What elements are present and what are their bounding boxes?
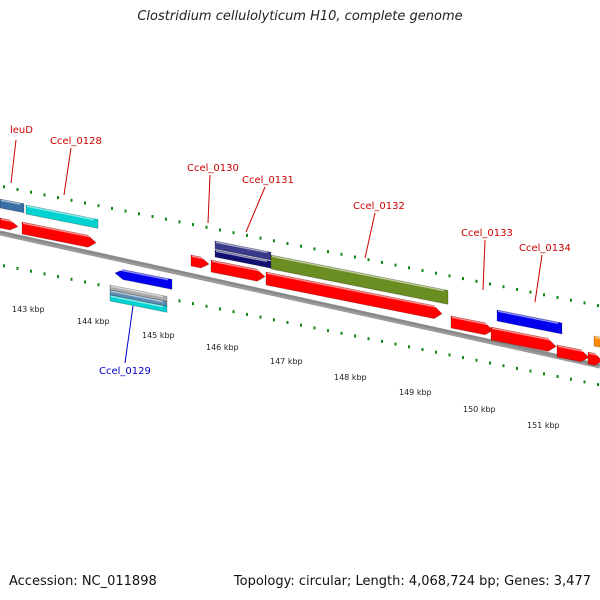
scale-label: 150 kbp <box>463 405 496 414</box>
genome-backbone <box>0 230 600 369</box>
scale-label: 151 kbp <box>527 421 560 430</box>
gene-label: Ccel_0128 <box>50 136 102 147</box>
feature-highlight <box>589 352 598 356</box>
gene-leader-line <box>245 186 266 233</box>
feature-highlight <box>212 260 261 272</box>
accession-text: Accession: NC_011898 <box>9 574 157 589</box>
feature-highlight <box>192 255 205 260</box>
feature-highlight <box>558 345 585 353</box>
cds-feature <box>114 268 173 290</box>
cog-feature <box>0 198 25 214</box>
gene-label: Ccel_0133 <box>461 228 513 239</box>
gene-leader-line <box>364 212 376 259</box>
feature-shape <box>0 217 19 231</box>
feature-highlight <box>492 327 552 341</box>
cds-feature <box>210 259 266 282</box>
gene-leader-line <box>534 254 543 303</box>
cds-feature <box>0 217 19 231</box>
gene-leader-line <box>63 147 72 196</box>
scale-label: 143 kbp <box>12 305 45 314</box>
topology-text: Topology: circular; Length: 4,068,724 bp… <box>233 574 591 589</box>
feature-highlight <box>111 285 163 298</box>
gene-label: Ccel_0130 <box>187 163 239 174</box>
feature-shape <box>490 326 557 352</box>
map-title: Clostridium cellulolyticum H10, complete… <box>137 9 463 24</box>
feature-shape <box>556 344 590 363</box>
scale-label: 146 kbp <box>206 343 239 352</box>
feature-highlight <box>595 336 600 339</box>
cds-feature <box>265 271 443 320</box>
gene-label: Ccel_0134 <box>519 243 571 254</box>
scale-label: 148 kbp <box>334 373 367 382</box>
scale-labels: 143 kbp 144 kbp 145 kbp 146 kbp 147 kbp 148 k… <box>12 305 560 430</box>
feature-shape <box>114 269 173 290</box>
feature-shape <box>587 351 600 366</box>
gene-label: Ccel_0129 <box>99 366 151 377</box>
feature-shape <box>21 221 97 248</box>
backbone-line-edge <box>0 231 600 366</box>
feature-shape <box>265 271 443 320</box>
gene-leader-line <box>482 239 486 291</box>
feature-shape <box>270 254 449 305</box>
cog-feature <box>496 309 563 335</box>
cds-feature <box>450 315 494 336</box>
feature-highlight <box>27 205 94 221</box>
feature-highlight <box>1 218 14 223</box>
feature-shape <box>25 204 99 229</box>
gene-leader-line <box>124 305 134 364</box>
gene-label: Ccel_0132 <box>353 201 405 212</box>
scale-label: 147 kbp <box>270 357 303 366</box>
cds-feature <box>556 344 590 363</box>
feature-highlight <box>272 255 444 292</box>
feature-highlight <box>111 290 163 303</box>
feature-highlight <box>111 295 163 308</box>
feature-shape <box>0 198 25 214</box>
feature-shape <box>210 259 266 282</box>
cog-feature <box>109 294 168 313</box>
feature-shape <box>496 309 563 335</box>
feature-highlight <box>216 250 267 263</box>
feature-highlight <box>498 310 558 324</box>
gene-label: leuD <box>10 125 33 136</box>
feature-highlight <box>116 268 168 281</box>
feature-highlight <box>452 316 489 326</box>
feature-shape <box>190 254 210 269</box>
scale-label: 144 kbp <box>77 317 110 326</box>
scale-label: 149 kbp <box>399 388 432 397</box>
feature-track <box>0 198 600 366</box>
cog-feature <box>270 254 449 305</box>
cds-feature <box>587 351 600 366</box>
cds-feature <box>190 254 210 269</box>
cog-feature <box>25 204 99 229</box>
gene-leader-line <box>207 174 211 224</box>
feature-highlight <box>1 199 20 205</box>
gene-label: Ccel_0131 <box>242 175 294 186</box>
cog-feature <box>593 335 600 349</box>
gene-leader-line <box>10 139 17 184</box>
feature-shape <box>593 335 600 349</box>
feature-shape <box>450 315 494 336</box>
scale-ticks <box>3 185 599 387</box>
feature-highlight <box>267 272 438 309</box>
feature-highlight <box>216 241 267 254</box>
cds-feature <box>490 326 557 352</box>
scale-label: 145 kbp <box>142 331 175 340</box>
feature-highlight <box>23 222 92 238</box>
cds-feature <box>21 221 97 248</box>
